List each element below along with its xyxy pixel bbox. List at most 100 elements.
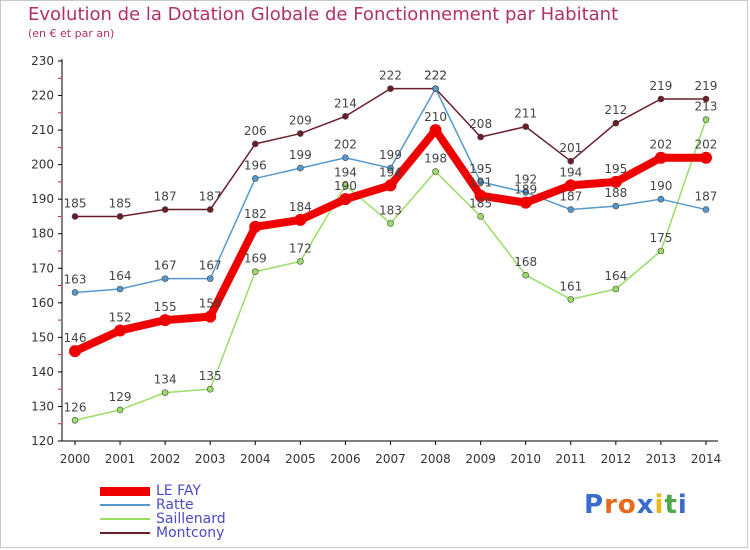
x-tick-label: 2000 <box>60 452 91 466</box>
x-tick-label: 2006 <box>330 452 361 466</box>
data-point <box>294 213 307 226</box>
data-point <box>612 285 620 293</box>
data-point <box>116 406 124 414</box>
chart-subtitle: (en € et par an) <box>28 27 115 40</box>
data-point <box>702 95 710 103</box>
y-tick-label: 170 <box>31 261 54 275</box>
data-label: 199 <box>379 148 402 162</box>
data-point <box>71 416 79 424</box>
data-label: 202 <box>649 138 672 152</box>
data-point <box>522 123 530 130</box>
x-tick-label: 2002 <box>150 452 181 466</box>
data-point <box>564 179 577 192</box>
data-label: 222 <box>424 69 447 83</box>
data-point <box>654 151 667 164</box>
y-tick-label: 140 <box>31 365 54 379</box>
data-point <box>206 206 214 213</box>
data-point <box>161 389 169 396</box>
data-point <box>69 345 81 358</box>
data-point <box>522 188 530 196</box>
data-label: 188 <box>604 186 627 200</box>
data-label: 175 <box>649 231 672 245</box>
data-label: 206 <box>244 124 267 138</box>
legend-swatch <box>100 487 150 496</box>
data-label: 222 <box>424 69 447 83</box>
x-tick-label: 2004 <box>240 452 271 466</box>
data-point <box>657 247 665 255</box>
data-label: 196 <box>244 158 267 172</box>
data-label: 185 <box>64 196 87 210</box>
data-point <box>251 175 259 182</box>
data-label: 187 <box>154 190 177 204</box>
data-label: 222 <box>379 69 402 83</box>
x-tick-label: 2010 <box>510 452 541 466</box>
data-point <box>387 85 394 92</box>
data-point <box>342 154 349 162</box>
data-label: 202 <box>695 138 718 152</box>
x-tick-label: 2007 <box>375 452 406 466</box>
y-tick-label: 200 <box>31 158 54 172</box>
data-point <box>251 140 259 148</box>
data-label: 202 <box>334 138 357 152</box>
data-label: 161 <box>559 279 582 293</box>
data-label: 199 <box>289 148 312 162</box>
data-point <box>71 289 79 296</box>
data-point <box>612 202 620 210</box>
data-label: 155 <box>154 300 177 314</box>
brand-letter: r <box>604 490 618 520</box>
data-point <box>567 157 575 165</box>
y-tick-label: 220 <box>31 89 54 103</box>
data-label: 187 <box>559 190 582 204</box>
brand-letter: o <box>617 490 637 520</box>
data-point <box>612 119 620 127</box>
brand-letter: P <box>584 490 605 520</box>
y-tick-label: 180 <box>31 227 54 241</box>
legend-swatch <box>100 518 150 520</box>
data-point <box>204 310 217 323</box>
x-tick-label: 2014 <box>691 452 722 466</box>
data-label: 187 <box>695 190 718 204</box>
data-label: 167 <box>199 259 222 273</box>
data-label: 129 <box>109 390 132 404</box>
data-label: 190 <box>334 179 357 193</box>
x-tick-label: 2011 <box>555 452 586 466</box>
x-tick-label: 2003 <box>195 452 226 466</box>
data-label: 191 <box>469 176 492 190</box>
data-point <box>699 151 712 164</box>
data-point <box>116 213 124 220</box>
legend-label: Ratte <box>156 497 194 513</box>
data-label: 172 <box>289 241 312 255</box>
data-point <box>161 206 169 213</box>
data-label: 211 <box>514 107 537 121</box>
data-label: 164 <box>109 269 132 283</box>
data-point <box>477 178 484 186</box>
y-tick-label: 150 <box>31 330 54 344</box>
data-label: 195 <box>469 162 492 176</box>
legend-swatch <box>100 504 150 506</box>
data-label: 167 <box>154 259 177 273</box>
data-point <box>387 164 394 172</box>
data-point <box>251 268 259 276</box>
brand-letter: t <box>664 490 678 520</box>
y-tick-label: 190 <box>31 192 54 206</box>
data-point <box>474 189 487 202</box>
data-label: 163 <box>64 272 87 286</box>
data-label: 156 <box>199 297 222 311</box>
data-label: 213 <box>695 100 718 114</box>
data-label: 195 <box>604 162 627 176</box>
data-point <box>477 133 484 141</box>
data-point <box>519 196 532 209</box>
data-label: 194 <box>559 165 582 179</box>
data-label: 182 <box>244 207 267 221</box>
data-point <box>702 206 710 213</box>
data-point <box>609 175 622 188</box>
data-label: 164 <box>604 269 627 283</box>
data-point <box>114 324 127 337</box>
data-label: 152 <box>109 310 132 324</box>
data-label: 190 <box>649 179 672 193</box>
data-point <box>161 275 169 282</box>
data-point <box>432 168 439 175</box>
x-tick-label: 2012 <box>601 452 632 466</box>
